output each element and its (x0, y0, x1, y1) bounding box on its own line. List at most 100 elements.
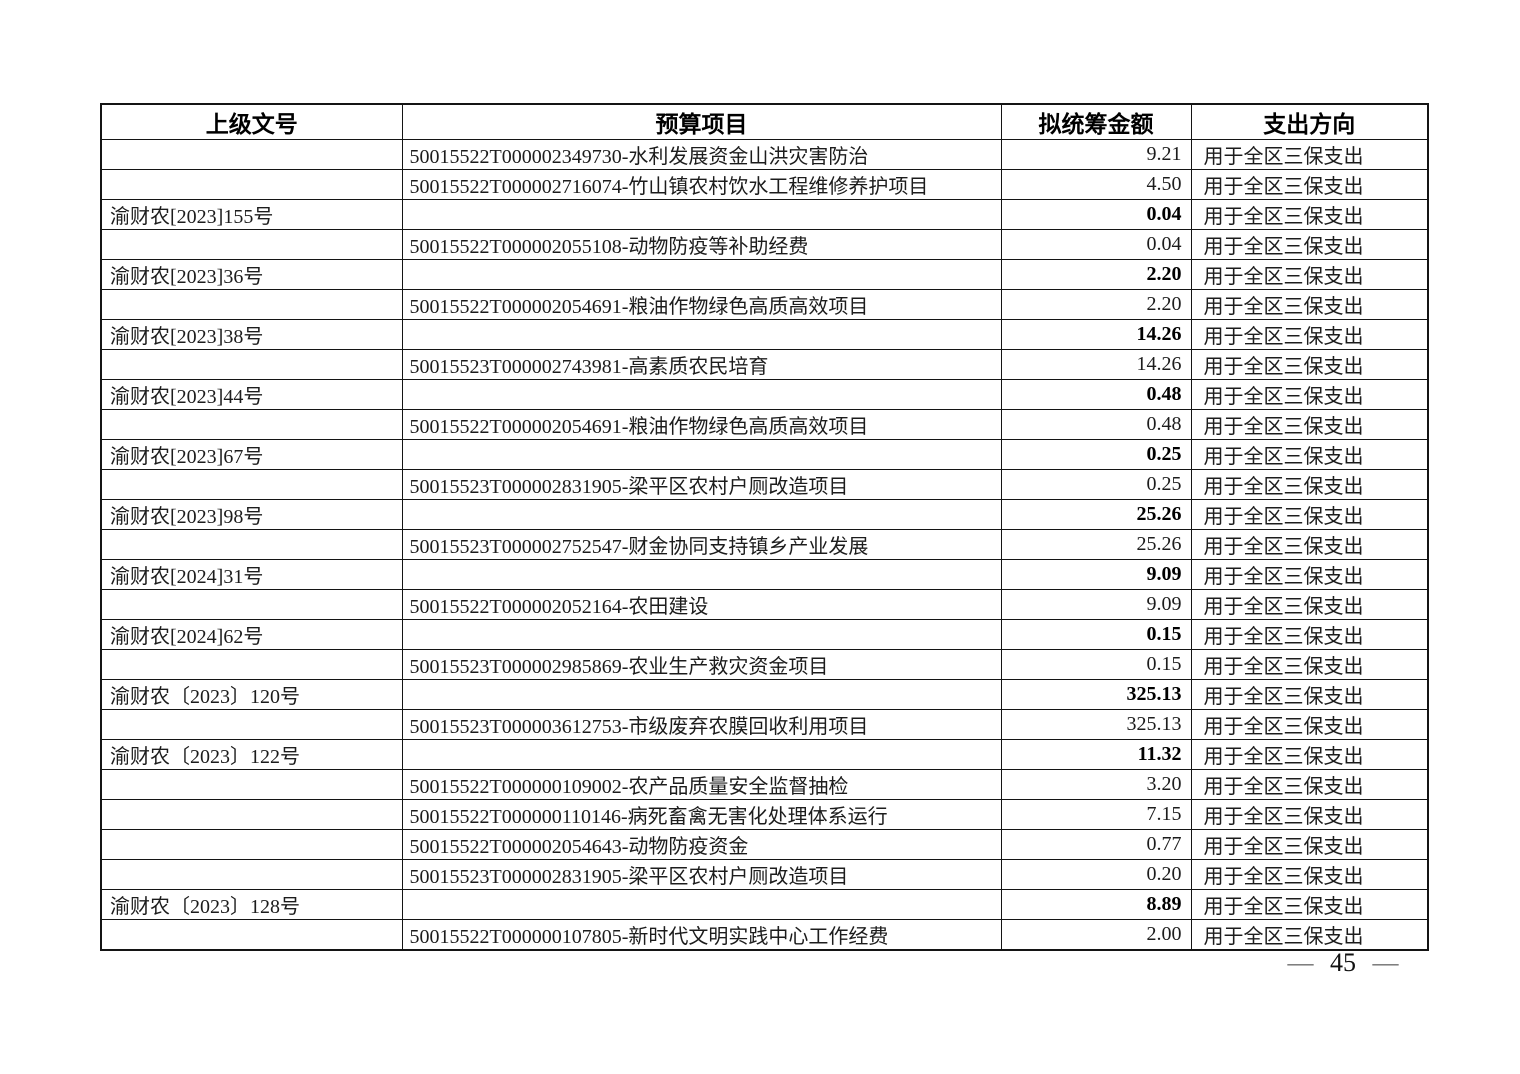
direction-cell: 用于全区三保支出 (1190, 499, 1429, 530)
detail-row: 50015523T000002752547-财金协同支持镇乡产业发展 25.26 用… (100, 529, 1429, 560)
detail-row: 50015522T000002716074-竹山镇农村饮水工程维修养护项目 4.5… (100, 169, 1429, 200)
doc-number-cell (100, 589, 403, 620)
project-cell: 50015522T000002055108-动物防疫等补助经费 (401, 229, 1002, 260)
footer-page-number-value: 45 (1330, 948, 1356, 977)
project-cell (401, 499, 1002, 530)
project-cell (401, 439, 1002, 470)
page-number: — 45 — (1268, 948, 1418, 978)
amount-cell: 8.89 (1000, 889, 1192, 920)
doc-number-cell (100, 649, 403, 680)
amount-cell: 0.25 (1000, 439, 1192, 470)
doc-number-cell (100, 349, 403, 380)
amount-cell: 325.13 (1000, 709, 1192, 740)
project-cell (401, 739, 1002, 770)
header-doc-number: 上级文号 (100, 103, 403, 140)
amount-cell: 14.26 (1000, 319, 1192, 350)
direction-cell: 用于全区三保支出 (1190, 649, 1429, 680)
project-cell: 50015522T000002349730-水利发展资金山洪灾害防治 (401, 139, 1002, 170)
project-cell (401, 379, 1002, 410)
direction-cell: 用于全区三保支出 (1190, 529, 1429, 560)
project-cell: 50015523T000002831905-梁平区农村户厕改造项目 (401, 469, 1002, 500)
doc-number-cell: 渝财农[2023]36号 (100, 259, 403, 290)
doc-number-cell (100, 409, 403, 440)
project-cell (401, 259, 1002, 290)
footer-right-dash: — (1372, 948, 1399, 977)
summary-row: 渝财农[2023]155号 0.04 用于全区三保支出 (100, 199, 1429, 230)
amount-cell: 14.26 (1000, 349, 1192, 380)
amount-cell: 0.77 (1000, 829, 1192, 860)
doc-number-cell: 渝财农[2023]98号 (100, 499, 403, 530)
project-cell: 50015523T000002752547-财金协同支持镇乡产业发展 (401, 529, 1002, 560)
direction-cell: 用于全区三保支出 (1190, 199, 1429, 230)
project-cell: 50015522T000000109002-农产品质量安全监督抽检 (401, 769, 1002, 800)
doc-number-cell (100, 289, 403, 320)
amount-cell: 25.26 (1000, 529, 1192, 560)
project-cell: 50015522T000002054691-粮油作物绿色高质高效项目 (401, 289, 1002, 320)
summary-row: 渝财农[2024]62号 0.15 用于全区三保支出 (100, 619, 1429, 650)
amount-cell: 0.15 (1000, 619, 1192, 650)
summary-row: 渝财农[2023]36号 2.20 用于全区三保支出 (100, 259, 1429, 290)
direction-cell: 用于全区三保支出 (1190, 619, 1429, 650)
project-cell: 50015523T000002985869-农业生产救灾资金项目 (401, 649, 1002, 680)
detail-row: 50015523T000002831905-梁平区农村户厕改造项目 0.25 用于全… (100, 469, 1429, 500)
detail-row: 50015523T000002743981-高素质农民培育 14.26 用于全区三保… (100, 349, 1429, 380)
amount-cell: 9.09 (1000, 559, 1192, 590)
direction-cell: 用于全区三保支出 (1190, 919, 1429, 951)
direction-cell: 用于全区三保支出 (1190, 379, 1429, 410)
amount-cell: 9.09 (1000, 589, 1192, 620)
doc-number-cell (100, 919, 403, 951)
doc-number-cell (100, 829, 403, 860)
summary-row: 渝财农[2023]38号 14.26 用于全区三保支出 (100, 319, 1429, 350)
doc-number-cell (100, 169, 403, 200)
summary-row: 渝财农〔2023〕120号 325.13 用于全区三保支出 (100, 679, 1429, 710)
project-cell (401, 679, 1002, 710)
direction-cell: 用于全区三保支出 (1190, 889, 1429, 920)
amount-cell: 0.48 (1000, 379, 1192, 410)
table-body: 50015522T000002349730-水利发展资金山洪灾害防治 9.21 用于… (100, 139, 1429, 951)
project-cell: 50015523T000003612753-市级废弃农膜回收利用项目 (401, 709, 1002, 740)
direction-cell: 用于全区三保支出 (1190, 589, 1429, 620)
amount-cell: 2.20 (1000, 289, 1192, 320)
project-cell (401, 619, 1002, 650)
amount-cell: 2.20 (1000, 259, 1192, 290)
detail-row: 50015522T000002055108-动物防疫等补助经费 0.04 用于全区三… (100, 229, 1429, 260)
detail-row: 50015522T000002052164-农田建设 9.09 用于全区三保支出 (100, 589, 1429, 620)
summary-row: 渝财农[2023]67号 0.25 用于全区三保支出 (100, 439, 1429, 470)
direction-cell: 用于全区三保支出 (1190, 739, 1429, 770)
direction-cell: 用于全区三保支出 (1190, 139, 1429, 170)
project-cell (401, 559, 1002, 590)
detail-row: 50015522T000002349730-水利发展资金山洪灾害防治 9.21 用于… (100, 139, 1429, 170)
doc-number-cell: 渝财农〔2023〕128号 (100, 889, 403, 920)
header-budget-project: 预算项目 (401, 103, 1002, 140)
project-cell: 50015522T000000107805-新时代文明实践中心工作经费 (401, 919, 1002, 951)
detail-row: 50015522T000000107805-新时代文明实践中心工作经费 2.00 用… (100, 919, 1429, 951)
amount-cell: 7.15 (1000, 799, 1192, 830)
doc-number-cell (100, 529, 403, 560)
doc-number-cell (100, 859, 403, 890)
doc-number-cell (100, 709, 403, 740)
project-cell: 50015522T000002054643-动物防疫资金 (401, 829, 1002, 860)
detail-row: 50015522T000000109002-农产品质量安全监督抽检 3.20 用于全… (100, 769, 1429, 800)
direction-cell: 用于全区三保支出 (1190, 769, 1429, 800)
amount-cell: 2.00 (1000, 919, 1192, 951)
project-cell (401, 199, 1002, 230)
header-planned-amount: 拟统筹金额 (1000, 103, 1192, 140)
summary-row: 渝财农〔2023〕128号 8.89 用于全区三保支出 (100, 889, 1429, 920)
detail-row: 50015523T000003612753-市级废弃农膜回收利用项目 325.13… (100, 709, 1429, 740)
project-cell (401, 319, 1002, 350)
project-cell: 50015522T000002716074-竹山镇农村饮水工程维修养护项目 (401, 169, 1002, 200)
direction-cell: 用于全区三保支出 (1190, 439, 1429, 470)
detail-row: 50015522T000000110146-病死畜禽无害化处理体系运行 7.15 用… (100, 799, 1429, 830)
project-cell: 50015522T000000110146-病死畜禽无害化处理体系运行 (401, 799, 1002, 830)
budget-table: 上级文号 预算项目 拟统筹金额 支出方向 50015522T0000023497… (100, 103, 1429, 951)
detail-row: 50015523T000002985869-农业生产救灾资金项目 0.15 用于全区… (100, 649, 1429, 680)
direction-cell: 用于全区三保支出 (1190, 859, 1429, 890)
amount-cell: 4.50 (1000, 169, 1192, 200)
doc-number-cell: 渝财农[2024]31号 (100, 559, 403, 590)
doc-number-cell: 渝财农[2023]67号 (100, 439, 403, 470)
direction-cell: 用于全区三保支出 (1190, 319, 1429, 350)
detail-row: 50015522T000002054643-动物防疫资金 0.77 用于全区三保支出 (100, 829, 1429, 860)
amount-cell: 0.48 (1000, 409, 1192, 440)
doc-number-cell: 渝财农[2024]62号 (100, 619, 403, 650)
direction-cell: 用于全区三保支出 (1190, 229, 1429, 260)
